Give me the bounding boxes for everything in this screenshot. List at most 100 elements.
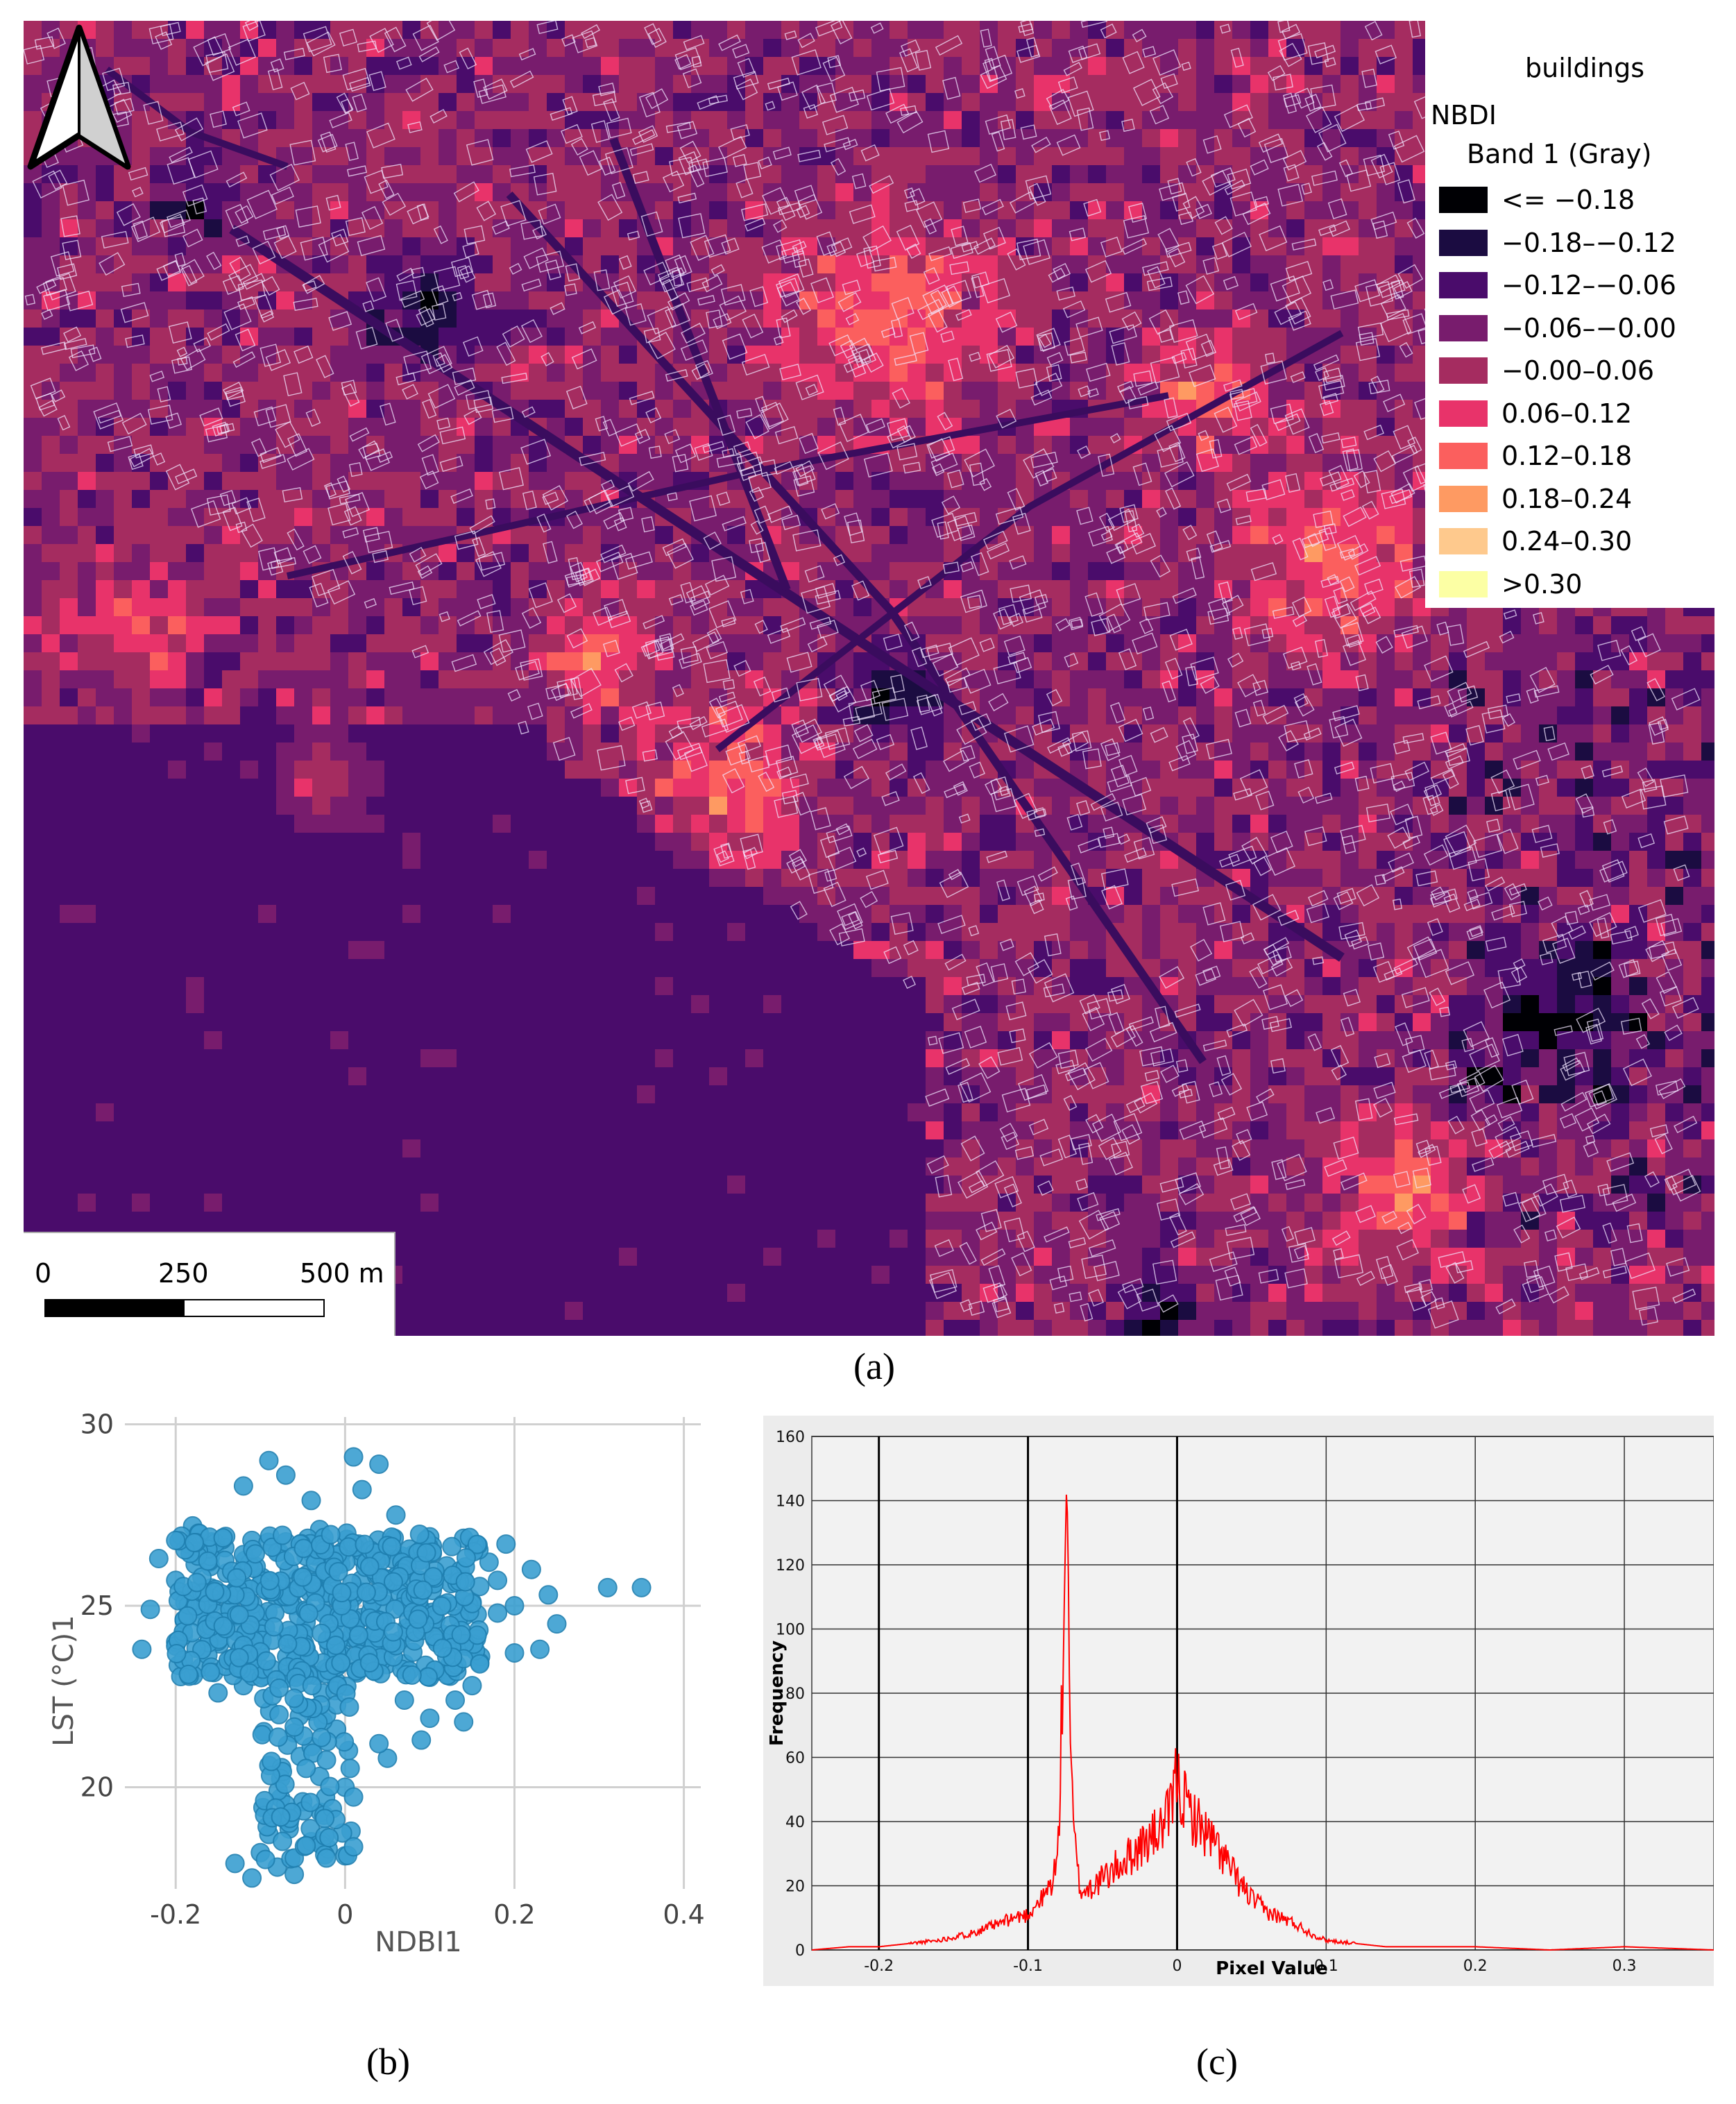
- scatter-point: [245, 1544, 265, 1564]
- scatter-point: [233, 1476, 253, 1496]
- scatter-point: [348, 1625, 368, 1645]
- legend-swatch: [1439, 357, 1488, 384]
- legend-class-row: 0.06–0.12: [1439, 396, 1632, 432]
- scatter-point: [413, 1580, 433, 1600]
- scatter-point: [369, 1454, 389, 1474]
- scatter-point: [275, 1774, 295, 1795]
- road-network: [105, 67, 1345, 1064]
- scatter-point: [296, 1758, 316, 1779]
- scatter-point: [259, 1570, 280, 1590]
- scale-bar-box: 0 250 500 m: [24, 1232, 395, 1336]
- scale-label-500: 500 m: [300, 1258, 384, 1289]
- scatter-point: [369, 1733, 389, 1754]
- scatter-point: [239, 1663, 259, 1683]
- scatter-point: [420, 1708, 440, 1729]
- scatter-point: [229, 1605, 249, 1625]
- legend-class-row: −0.18–−0.12: [1439, 225, 1676, 261]
- scatter-point: [316, 1848, 337, 1868]
- scatter-x-label: NDBI1: [375, 1926, 461, 1958]
- scatter-point: [521, 1559, 541, 1579]
- scatter-point: [321, 1525, 341, 1545]
- scatter-point: [273, 1831, 293, 1851]
- scatter-point: [488, 1570, 508, 1590]
- legend-class-label: 0.24–0.30: [1501, 526, 1633, 557]
- legend-class-label: −0.12–−0.06: [1501, 270, 1676, 300]
- scatter-point: [423, 1567, 443, 1587]
- scatter-point: [315, 1808, 335, 1829]
- scatter-x-tick: 0.2: [493, 1899, 535, 1930]
- scatter-y-tick: 30: [80, 1409, 114, 1439]
- scatter-point: [166, 1530, 186, 1550]
- scatter-point: [383, 1622, 403, 1642]
- scatter-point: [339, 1697, 359, 1717]
- scatter-x-tick: 0: [337, 1899, 353, 1930]
- histogram-y-tick: 0: [795, 1942, 805, 1960]
- scatter-point: [343, 1787, 364, 1807]
- legend-class-label: −0.06–−0.00: [1501, 312, 1676, 343]
- scatter-point: [530, 1639, 550, 1659]
- scatter-point: [187, 1572, 207, 1593]
- histogram-x-tick: -0.1: [1013, 1958, 1043, 1975]
- scatter-point: [394, 1690, 414, 1710]
- histogram-line: [811, 1494, 1714, 1951]
- scatter-point: [262, 1751, 282, 1772]
- scatter-point: [409, 1524, 429, 1544]
- scatter-point: [462, 1676, 482, 1696]
- histogram-grid: [811, 1436, 1714, 1951]
- legend-class-row: >0.30: [1439, 566, 1582, 602]
- scatter-ticks: -0.2 0 0.2 0.4 20 25 30: [80, 1409, 705, 1930]
- scatter-point: [331, 1653, 351, 1673]
- histogram-x-tick: -0.2: [864, 1958, 894, 1975]
- histogram-y-tick: 60: [785, 1750, 805, 1767]
- scale-label-0: 0: [35, 1258, 52, 1289]
- histogram-y-tick: 140: [776, 1493, 805, 1511]
- scatter-point: [340, 1758, 360, 1779]
- histogram-ticks: 0 20 40 60 80 100 120 140 160 -0.2 -0.1 0 0.1 0.2 0.3: [776, 1429, 1637, 1975]
- legend-class-label: −0.00–0.06: [1501, 355, 1655, 386]
- scatter-point: [356, 1582, 376, 1602]
- scatter-point: [271, 1807, 291, 1827]
- legend-class-row: 0.18–0.24: [1439, 481, 1632, 517]
- scatter-point: [467, 1534, 487, 1554]
- legend-class-row: −0.00–0.06: [1439, 353, 1654, 389]
- legend-swatch: [1439, 485, 1488, 512]
- scatter-point: [416, 1543, 436, 1563]
- scatter-point: [339, 1537, 359, 1557]
- histogram-x-label: Pixel Value: [1216, 1958, 1328, 1979]
- scatter-point: [352, 1479, 372, 1500]
- scatter-chart: -0.2 0 0.2 0.4 20 25 30 NDBI1 LST (°C)1: [48, 1409, 705, 1958]
- panel-a-label: (a): [853, 1346, 895, 1387]
- scatter-point: [383, 1572, 403, 1592]
- scatter-point: [312, 1623, 332, 1643]
- histogram-y-tick: 40: [785, 1814, 805, 1831]
- legend-class-row: −0.12–−0.06: [1439, 267, 1676, 303]
- scatter-x-tick: 0.4: [663, 1899, 704, 1930]
- scatter-point: [504, 1596, 525, 1615]
- histogram-y-tick: 80: [785, 1686, 805, 1703]
- scatter-y-tick: 20: [80, 1772, 114, 1803]
- scatter-y-tick: 25: [80, 1590, 114, 1621]
- scatter-point: [334, 1732, 355, 1752]
- scatter-point: [213, 1616, 233, 1636]
- legend-swatch: [1439, 272, 1488, 298]
- scatter-point: [252, 1724, 272, 1745]
- scatter-point: [343, 1837, 364, 1857]
- scatter-point: [201, 1662, 221, 1682]
- scatter-point: [132, 1639, 152, 1659]
- histogram-y-label: Frequency: [767, 1640, 788, 1746]
- scatter-point: [284, 1688, 305, 1708]
- histogram-x-tick: 0.2: [1463, 1958, 1488, 1975]
- histogram-y-tick: 20: [785, 1878, 805, 1896]
- scatter-point: [259, 1450, 279, 1470]
- legend-buildings-label: buildings: [1525, 53, 1645, 83]
- histogram-y-tick: 120: [776, 1557, 805, 1575]
- scatter-point: [355, 1534, 375, 1554]
- scatter-point: [445, 1690, 466, 1710]
- scatter-point: [284, 1717, 305, 1737]
- scale-bar: [44, 1299, 325, 1317]
- scatter-point: [296, 1835, 316, 1856]
- histogram-x-tick: 0.1: [1314, 1958, 1338, 1975]
- scatter-point: [227, 1568, 247, 1588]
- scatter-point: [264, 1617, 284, 1637]
